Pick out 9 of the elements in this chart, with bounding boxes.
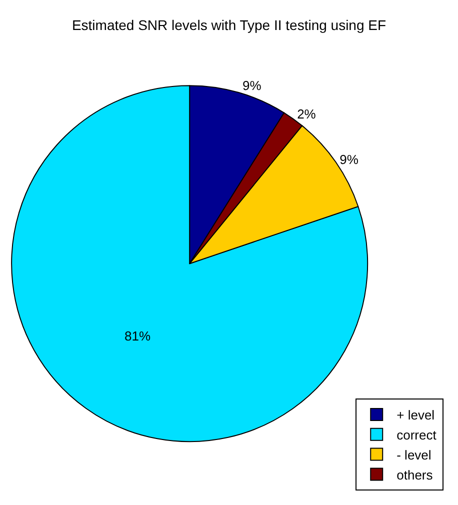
- legend-label: + level: [396, 408, 435, 423]
- legend-label: others: [396, 467, 434, 482]
- legend-label: correct: [396, 427, 437, 442]
- chart-title: Estimated SNR levels with Type II testing using EF: [72, 17, 386, 33]
- data-label: 81%: [124, 328, 151, 344]
- legend-label: - level: [396, 447, 432, 462]
- data-label: 2%: [297, 106, 316, 122]
- data-label: 9%: [340, 152, 359, 168]
- data-label: 9%: [242, 78, 262, 94]
